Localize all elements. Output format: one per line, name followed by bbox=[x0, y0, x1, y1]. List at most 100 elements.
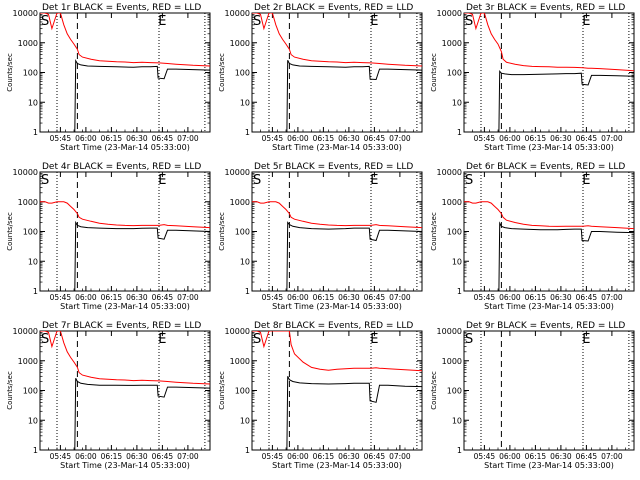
panel-title: Det 8r BLACK = Events, RED = LLD bbox=[254, 321, 413, 331]
x-tick-label: 05:45 bbox=[262, 293, 284, 302]
x-tick-label: 06:15 bbox=[525, 134, 547, 143]
x-tick-label: 07:00 bbox=[601, 452, 623, 461]
y-axis-label: Counts/sec bbox=[430, 53, 438, 92]
start-marker: S bbox=[253, 14, 261, 29]
y-tick-label: 1 bbox=[33, 128, 38, 137]
x-tick-label: 06:15 bbox=[525, 452, 547, 461]
x-tick-label: 07:00 bbox=[601, 293, 623, 302]
series-line-lld bbox=[40, 331, 210, 385]
x-tick-label: 05:45 bbox=[50, 134, 72, 143]
x-axis-label: Start Time (23-Mar-14 05:33:00) bbox=[272, 302, 402, 311]
plot-frame bbox=[463, 330, 635, 451]
x-tick-label: 06:30 bbox=[338, 293, 360, 302]
start-marker: S bbox=[253, 173, 261, 188]
y-axis-label: Counts/sec bbox=[218, 53, 226, 92]
y-tick-label: 10000 bbox=[225, 327, 250, 336]
x-axis-label: Start Time (23-Mar-14 05:33:00) bbox=[60, 143, 190, 152]
x-tick-label: 06:00 bbox=[287, 293, 309, 302]
y-tick-label: 10 bbox=[452, 416, 462, 425]
y-tick-label: 100 bbox=[235, 228, 250, 237]
y-axis-label: Counts/sec bbox=[218, 371, 226, 410]
x-tick-label: 06:00 bbox=[287, 134, 309, 143]
series-line-lld bbox=[252, 331, 422, 372]
panel-title: Det 4r BLACK = Events, RED = LLD bbox=[42, 162, 201, 172]
y-tick-label: 1 bbox=[457, 287, 462, 296]
x-tick-label: 07:00 bbox=[177, 452, 199, 461]
y-tick-label: 1000 bbox=[18, 357, 38, 366]
y-tick-label: 1 bbox=[33, 446, 38, 455]
start-marker: S bbox=[41, 332, 49, 347]
x-tick-label: 05:45 bbox=[262, 452, 284, 461]
y-tick-label: 1 bbox=[245, 128, 250, 137]
y-tick-label: 10 bbox=[28, 98, 38, 107]
plot-frame bbox=[39, 330, 211, 451]
x-tick-label: 06:15 bbox=[101, 134, 123, 143]
x-tick-label: 05:45 bbox=[474, 134, 496, 143]
y-tick-label: 100 bbox=[23, 387, 38, 396]
y-tick-label: 10000 bbox=[13, 168, 38, 177]
end-marker: E bbox=[158, 14, 166, 29]
x-tick-label: 06:00 bbox=[75, 452, 97, 461]
y-tick-label: 1000 bbox=[442, 39, 462, 48]
x-tick-label: 06:30 bbox=[126, 293, 148, 302]
y-tick-label: 1 bbox=[457, 128, 462, 137]
series-line-events bbox=[74, 377, 210, 450]
series-line-lld bbox=[40, 13, 210, 67]
series-line-events bbox=[498, 70, 634, 132]
y-tick-label: 100 bbox=[23, 69, 38, 78]
x-tick-label: 06:45 bbox=[364, 452, 386, 461]
x-axis-label: Start Time (23-Mar-14 05:33:00) bbox=[272, 143, 402, 152]
panel-title: Det 1r BLACK = Events, RED = LLD bbox=[42, 3, 201, 13]
x-tick-label: 07:00 bbox=[389, 293, 411, 302]
start-marker: S bbox=[253, 332, 261, 347]
x-tick-label: 06:30 bbox=[338, 452, 360, 461]
end-marker: E bbox=[582, 173, 590, 188]
x-axis-label: Start Time (23-Mar-14 05:33:00) bbox=[272, 461, 402, 470]
x-tick-label: 06:00 bbox=[499, 452, 521, 461]
x-tick-label: 06:30 bbox=[550, 452, 572, 461]
x-axis-label: Start Time (23-Mar-14 05:33:00) bbox=[60, 302, 190, 311]
x-tick-label: 06:45 bbox=[576, 293, 598, 302]
y-axis-label: Counts/sec bbox=[6, 53, 14, 92]
x-tick-label: 05:45 bbox=[262, 134, 284, 143]
x-tick-label: 06:30 bbox=[126, 452, 148, 461]
y-tick-label: 100 bbox=[447, 228, 462, 237]
plot-frame bbox=[251, 330, 423, 451]
series-line-events bbox=[74, 58, 210, 132]
x-tick-label: 06:15 bbox=[313, 134, 335, 143]
y-tick-label: 100 bbox=[235, 69, 250, 78]
series-line-events bbox=[286, 221, 422, 291]
x-tick-label: 07:00 bbox=[389, 134, 411, 143]
x-tick-label: 06:15 bbox=[101, 452, 123, 461]
series-line-lld bbox=[252, 201, 422, 229]
x-axis-label: Start Time (23-Mar-14 05:33:00) bbox=[484, 302, 614, 311]
y-tick-label: 10 bbox=[28, 416, 38, 425]
y-tick-label: 100 bbox=[447, 69, 462, 78]
end-marker: E bbox=[582, 14, 590, 29]
y-tick-label: 10 bbox=[452, 257, 462, 266]
detector-panel-1: Det 1r BLACK = Events, RED = LLD 1 10 100 10… bbox=[6, 3, 211, 152]
y-tick-label: 1000 bbox=[18, 198, 38, 207]
y-tick-label: 1000 bbox=[442, 198, 462, 207]
y-tick-label: 1000 bbox=[18, 39, 38, 48]
plot-frame bbox=[251, 12, 423, 133]
series-line-lld bbox=[40, 201, 210, 229]
detector-panel-5: Det 5r BLACK = Events, RED = LLD 1 10 100 10… bbox=[218, 162, 423, 311]
start-marker: S bbox=[465, 173, 473, 188]
plot-frame bbox=[39, 12, 211, 133]
y-tick-label: 10 bbox=[240, 257, 250, 266]
x-tick-label: 06:00 bbox=[75, 293, 97, 302]
end-marker: E bbox=[370, 332, 378, 347]
y-tick-label: 10 bbox=[452, 98, 462, 107]
series-line-events bbox=[286, 376, 422, 450]
x-tick-label: 06:45 bbox=[364, 134, 386, 143]
y-tick-label: 10000 bbox=[437, 327, 462, 336]
detector-panel-4: Det 4r BLACK = Events, RED = LLD 1 10 100 10… bbox=[6, 162, 211, 311]
detector-panel-7: Det 7r BLACK = Events, RED = LLD 1 10 100 10… bbox=[6, 321, 211, 470]
y-axis-label: Counts/sec bbox=[430, 371, 438, 410]
x-tick-label: 07:00 bbox=[601, 134, 623, 143]
detector-panel-6: Det 6r BLACK = Events, RED = LLD 1 10 100 10… bbox=[430, 162, 635, 311]
series-line-lld bbox=[464, 13, 634, 72]
plot-frame bbox=[39, 171, 211, 292]
